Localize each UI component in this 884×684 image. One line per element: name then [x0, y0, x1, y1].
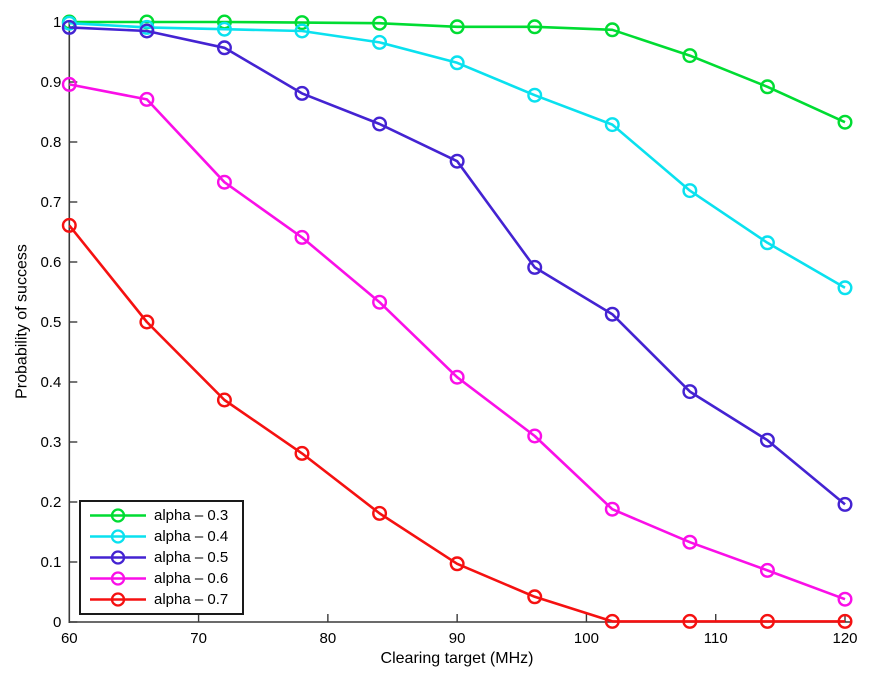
data-point-marker: [527, 19, 543, 35]
legend-line-marker-icon: [90, 592, 146, 607]
y-tick-label: 0.9: [40, 74, 61, 91]
legend-line-marker-icon: [90, 508, 146, 523]
legend-line-marker-icon: [90, 571, 146, 586]
data-point-marker: [604, 613, 620, 629]
y-tick-label: 0.1: [40, 554, 61, 571]
data-point-marker: [139, 314, 155, 330]
data-point-marker: [294, 85, 310, 101]
data-point-marker: [604, 117, 620, 133]
data-point-marker: [837, 114, 853, 130]
data-point-marker: [682, 534, 698, 550]
y-tick-label: 0.4: [40, 374, 61, 391]
data-point-marker: [759, 613, 775, 629]
series-line-0.3: [69, 20, 846, 124]
data-point-marker: [604, 501, 620, 517]
series-line-0.6: [69, 83, 846, 601]
legend-label: alpha – 0.6: [154, 570, 229, 587]
data-point-marker: [527, 589, 543, 605]
legend-label: alpha – 0.7: [154, 591, 229, 608]
legend: alpha – 0.3 alpha – 0.4 alpha – 0.5 alpha –…: [79, 500, 244, 615]
data-point-marker: [372, 294, 388, 310]
data-point-marker: [294, 229, 310, 245]
data-point-marker: [216, 392, 232, 408]
data-point-marker: [682, 183, 698, 199]
y-tick-label: 0.5: [40, 314, 61, 331]
x-tick-label: 90: [449, 630, 466, 647]
data-point-marker: [372, 15, 388, 31]
y-tick-label: 0.2: [40, 494, 61, 511]
x-tick-label: 70: [190, 630, 207, 647]
y-tick-label: 0.8: [40, 134, 61, 151]
x-tick-label: 110: [704, 630, 728, 647]
series-line-0.4: [69, 21, 846, 289]
data-point-marker: [139, 23, 155, 39]
legend-item: alpha – 0.6: [90, 570, 242, 587]
legend-label: alpha – 0.3: [154, 507, 229, 524]
data-point-marker: [61, 15, 77, 31]
data-point-marker: [216, 174, 232, 190]
x-axis-title: Clearing target (MHz): [380, 650, 534, 667]
data-point-marker: [61, 19, 77, 35]
data-point-marker: [837, 591, 853, 607]
legend-line-marker-icon: [90, 529, 146, 544]
data-point-marker: [294, 15, 310, 31]
data-point-marker: [682, 48, 698, 64]
y-tick-label: 1: [53, 14, 61, 31]
x-tick-label: 100: [574, 630, 599, 647]
data-point-marker: [449, 19, 465, 35]
legend-item: alpha – 0.5: [90, 549, 242, 566]
data-point-marker: [139, 91, 155, 107]
data-point-marker: [759, 79, 775, 95]
data-point-marker: [527, 428, 543, 444]
legend-item: alpha – 0.4: [90, 528, 242, 545]
data-point-marker: [216, 40, 232, 56]
y-tick-label: 0.7: [40, 194, 61, 211]
data-point-marker: [527, 87, 543, 103]
data-point-marker: [216, 21, 232, 37]
y-tick-label: 0: [53, 614, 61, 631]
legend-item: alpha – 0.7: [90, 591, 242, 608]
legend-label: alpha – 0.5: [154, 549, 229, 566]
data-point-marker: [449, 55, 465, 71]
data-point-marker: [759, 235, 775, 251]
data-point-marker: [372, 34, 388, 50]
y-tick-label: 0.3: [40, 434, 61, 451]
series-line-0.7: [68, 224, 845, 623]
data-point-marker: [604, 306, 620, 322]
data-point-marker: [837, 280, 853, 296]
y-axis-title: Probability of success: [13, 244, 31, 399]
data-point-marker: [837, 496, 853, 512]
data-point-marker: [449, 153, 465, 169]
x-tick-label: 120: [832, 630, 857, 647]
series-line-0.5: [69, 26, 846, 506]
data-point-marker: [837, 613, 853, 629]
data-point-marker: [449, 556, 465, 572]
legend-label: alpha – 0.4: [154, 528, 229, 545]
legend-item: alpha – 0.3: [90, 507, 242, 524]
x-tick-label: 60: [61, 630, 78, 647]
data-point-marker: [527, 259, 543, 275]
data-point-marker: [449, 369, 465, 385]
legend-line-marker-icon: [90, 550, 146, 565]
data-point-marker: [294, 445, 310, 461]
data-point-marker: [372, 116, 388, 132]
data-point-marker: [682, 613, 698, 629]
data-point-marker: [61, 217, 77, 233]
x-tick-label: 80: [320, 630, 337, 647]
data-point-marker: [759, 562, 775, 578]
data-point-marker: [759, 432, 775, 448]
data-point-marker: [604, 22, 620, 38]
data-point-marker: [294, 23, 310, 39]
y-tick-label: 0.6: [40, 254, 61, 271]
data-point-marker: [682, 384, 698, 400]
data-point-marker: [372, 505, 388, 521]
data-point-marker: [61, 76, 77, 92]
